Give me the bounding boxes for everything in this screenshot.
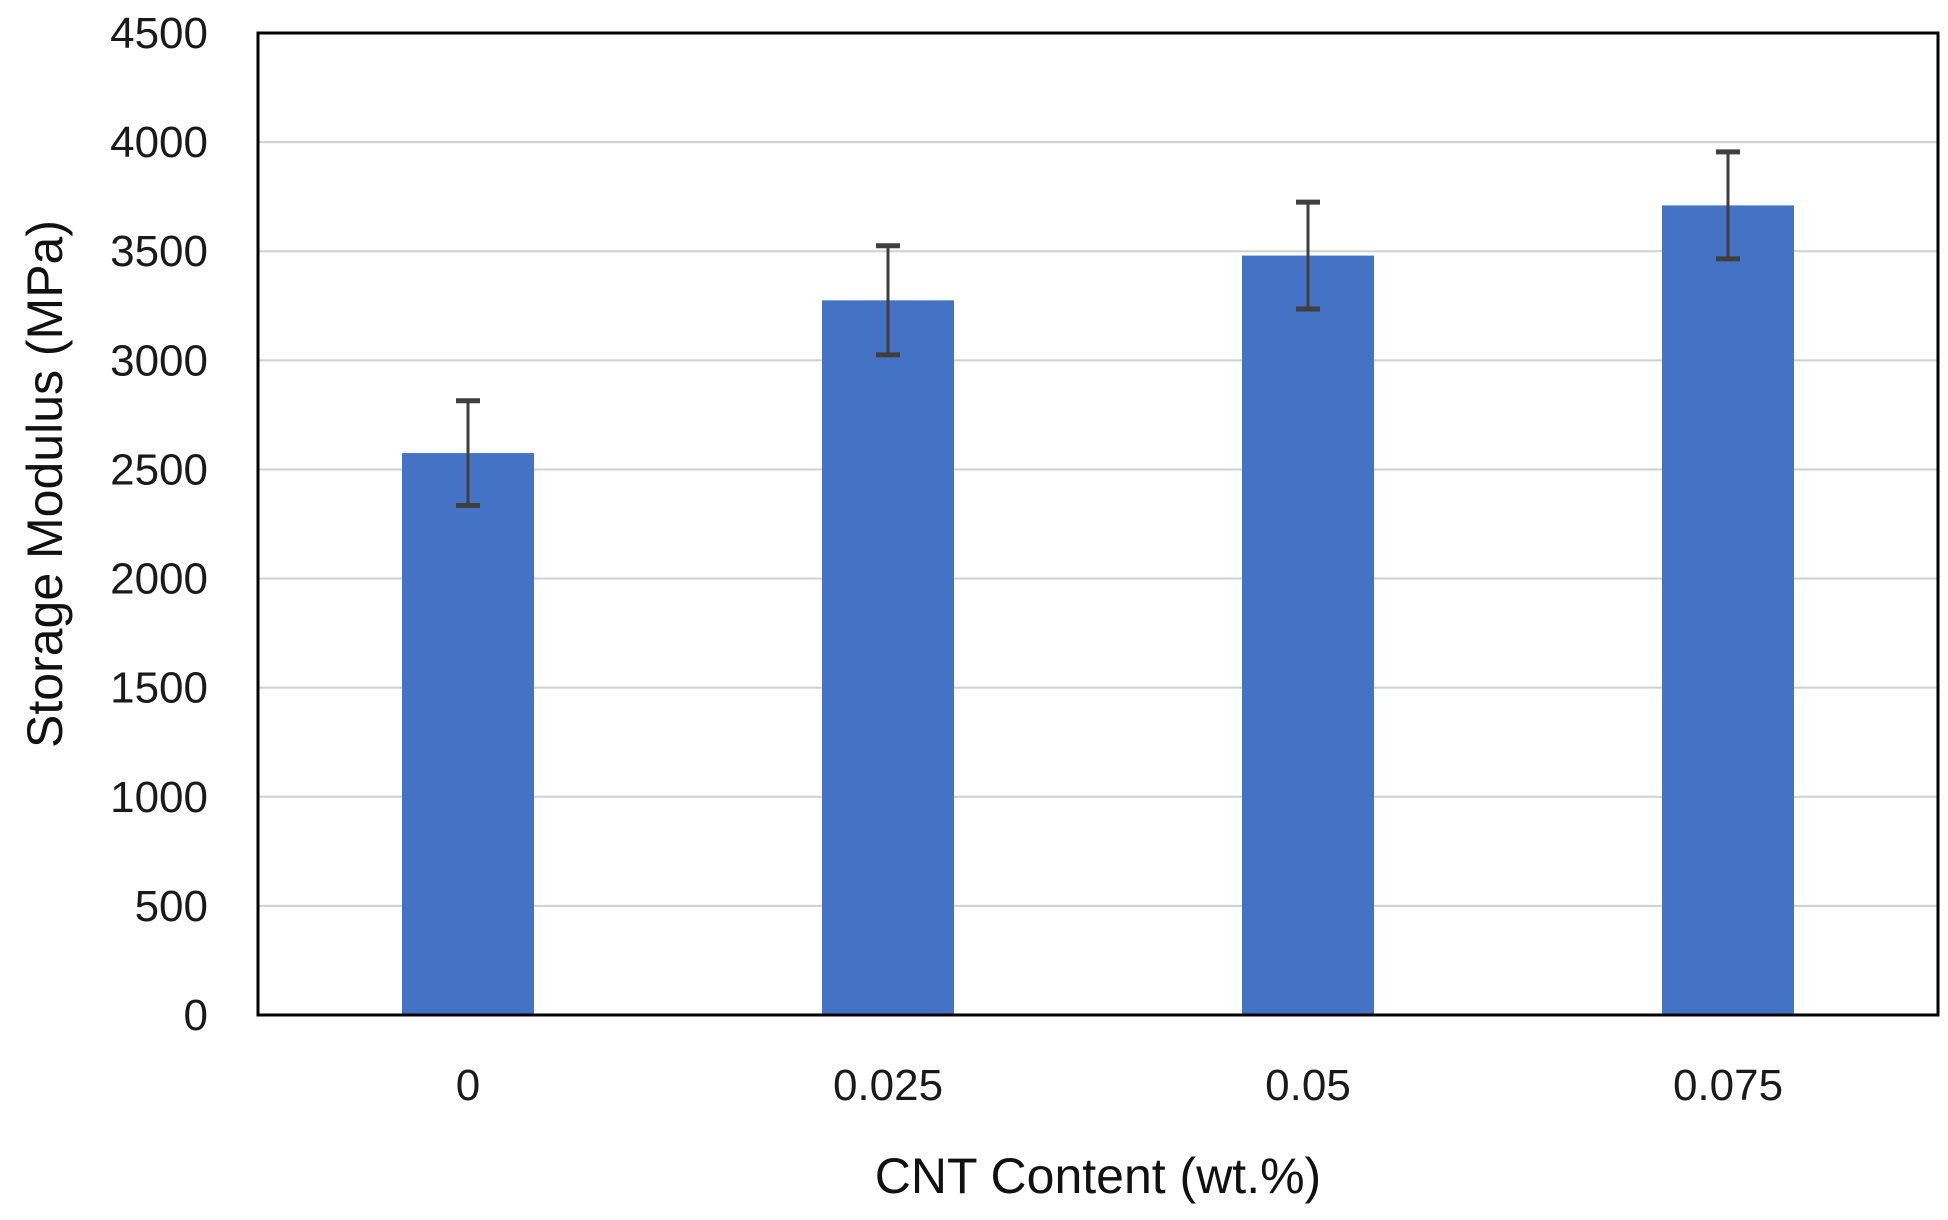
y-tick-label: 0 xyxy=(184,991,208,1040)
error-bar xyxy=(876,243,900,358)
y-tick-label: 4000 xyxy=(110,118,208,167)
bar xyxy=(1242,255,1374,1015)
y-tick-label: 3500 xyxy=(110,227,208,276)
x-axis-title: CNT Content (wt.%) xyxy=(875,1148,1321,1204)
gridlines xyxy=(258,141,1938,907)
x-tick-label: 0.075 xyxy=(1673,1061,1783,1110)
error-bar xyxy=(1296,199,1320,312)
x-tick-label: 0.05 xyxy=(1265,1061,1351,1110)
y-axis-title: Storage Modulus (MPa) xyxy=(17,220,73,748)
y-tick-label: 3000 xyxy=(110,336,208,385)
y-tick-label: 2000 xyxy=(110,555,208,604)
y-axis-ticks: 0 500 1000 1500 2000 2500 3000 3500 4000 4500 xyxy=(110,9,208,1040)
y-tick-label: 4500 xyxy=(110,9,208,58)
bar xyxy=(822,300,954,1015)
y-tick-label: 1500 xyxy=(110,664,208,713)
y-tick-label: 500 xyxy=(135,882,208,931)
x-tick-label: 0 xyxy=(456,1061,480,1110)
bar xyxy=(402,453,534,1016)
x-axis-ticks: 0 0.025 0.05 0.075 xyxy=(456,1061,1783,1110)
bars xyxy=(402,205,1794,1016)
error-bar xyxy=(1716,149,1740,262)
error-bar xyxy=(456,398,480,508)
plot-frame xyxy=(256,31,1940,1017)
y-tick-label: 1000 xyxy=(110,773,208,822)
error-bars xyxy=(456,149,1740,508)
x-tick-label: 0.025 xyxy=(833,1061,943,1110)
y-tick-label: 2500 xyxy=(110,445,208,494)
bar xyxy=(1662,205,1794,1015)
